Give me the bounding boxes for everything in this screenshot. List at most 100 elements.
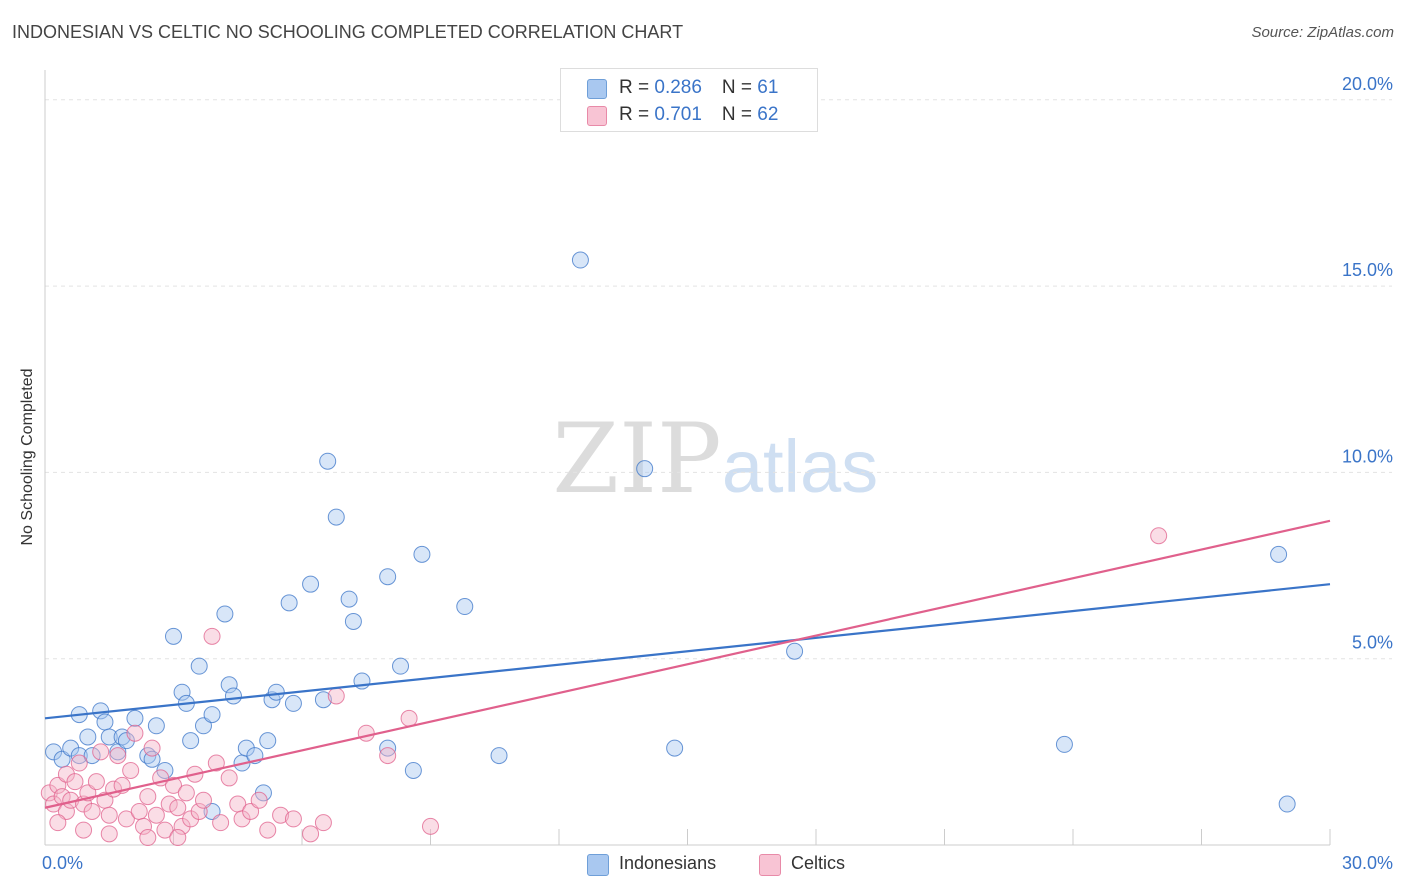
celtics-point bbox=[57, 765, 75, 783]
indonesians-point bbox=[216, 605, 234, 623]
y-tick-label: 5.0% bbox=[1352, 633, 1393, 653]
series-legend: Indonesians Celtics bbox=[0, 852, 1406, 876]
celtics-point bbox=[182, 810, 200, 828]
celtics-trend-line bbox=[44, 519, 1331, 809]
indonesians-point bbox=[280, 594, 298, 612]
celtics-swatch bbox=[759, 854, 781, 876]
grid-layer bbox=[45, 99, 1392, 660]
indonesians-point bbox=[203, 706, 221, 724]
y-tick-label: 20.0% bbox=[1342, 74, 1393, 94]
celtics-point bbox=[190, 802, 208, 820]
celtics-point bbox=[117, 810, 135, 828]
legend-row-text: R = 0.701 N = 62 bbox=[619, 104, 778, 126]
legend-label: Indonesians bbox=[619, 853, 717, 873]
celtics-point bbox=[194, 791, 212, 809]
source-label: Source: ZipAtlas.com bbox=[1251, 24, 1394, 41]
celtics-point bbox=[147, 806, 165, 824]
indonesians-point bbox=[1270, 545, 1288, 563]
indonesians-point bbox=[117, 732, 135, 750]
x-tick-label: 0.0% bbox=[42, 853, 83, 873]
indonesians-point bbox=[379, 568, 397, 586]
indonesians-point bbox=[636, 460, 654, 478]
celtics-point bbox=[400, 709, 418, 727]
celtics-point bbox=[422, 817, 439, 835]
celtics-point bbox=[135, 817, 153, 835]
indonesians-point bbox=[404, 761, 422, 779]
watermark-zip: ZIP bbox=[552, 403, 721, 515]
indonesians-point bbox=[314, 691, 332, 709]
celtics-point bbox=[109, 747, 127, 765]
celtics-point bbox=[272, 806, 290, 824]
celtics-point bbox=[49, 814, 67, 832]
indonesians-point bbox=[182, 732, 200, 750]
correlation-legend: R = 0.286 N = 61 R = 0.701 N = 62 bbox=[560, 68, 818, 132]
y-tick-label: 10.0% bbox=[1342, 446, 1393, 466]
n-label: N = bbox=[721, 104, 758, 125]
axis-layer bbox=[44, 70, 1331, 846]
celtics-point bbox=[220, 769, 238, 787]
indonesians-point bbox=[340, 590, 358, 608]
indonesians-point bbox=[392, 657, 410, 675]
n-value: 62 bbox=[757, 104, 779, 125]
indonesians-point bbox=[190, 657, 208, 675]
indonesians-point bbox=[284, 694, 302, 712]
celtics-point bbox=[83, 802, 101, 820]
celtics-point bbox=[70, 754, 88, 772]
indonesians-point bbox=[259, 732, 277, 750]
celtics-point bbox=[250, 791, 268, 809]
r-label: R = bbox=[619, 77, 655, 98]
indonesians-point bbox=[126, 709, 144, 727]
celtics-point bbox=[212, 814, 230, 832]
celtics-point bbox=[242, 802, 260, 820]
r-value: 0.701 bbox=[654, 104, 702, 125]
indonesians-point bbox=[203, 802, 221, 820]
celtics-point bbox=[357, 724, 375, 742]
celtics-point bbox=[130, 802, 148, 820]
tick-label-layer: 5.0% 10.0% 15.0% 20.0% 0.0% 30.0% bbox=[42, 74, 1393, 873]
y-tick-label: 15.0% bbox=[1342, 260, 1393, 280]
legend-row-text: R = 0.286 N = 61 bbox=[619, 77, 778, 99]
celtics-point bbox=[327, 687, 345, 705]
indonesians-point bbox=[194, 717, 212, 735]
celtics-point bbox=[92, 743, 110, 761]
celtics-point bbox=[259, 821, 277, 839]
indonesians-point bbox=[490, 747, 508, 765]
indonesians-point bbox=[45, 743, 63, 761]
celtics-point bbox=[100, 825, 118, 843]
celtics-point bbox=[139, 829, 157, 847]
celtics-point bbox=[126, 724, 144, 742]
celtics-point bbox=[302, 825, 320, 843]
celtics-point bbox=[379, 747, 397, 765]
indonesians-point bbox=[786, 642, 804, 660]
celtics-point bbox=[122, 761, 140, 779]
celtics-point bbox=[75, 821, 93, 839]
celtics-swatch bbox=[587, 106, 607, 126]
n-label: N = bbox=[721, 77, 758, 98]
celtics-point bbox=[139, 788, 157, 806]
celtics-point bbox=[66, 773, 84, 791]
indonesians-point bbox=[1055, 735, 1073, 753]
celtics-point bbox=[284, 810, 302, 828]
celtics-point bbox=[169, 829, 187, 847]
indonesians-point bbox=[571, 251, 589, 269]
celtics-point bbox=[1150, 527, 1168, 545]
indonesians-point bbox=[147, 717, 165, 735]
celtics-point bbox=[207, 754, 225, 772]
watermark-atlas: atlas bbox=[722, 425, 878, 508]
indonesians-trend-line bbox=[44, 583, 1331, 720]
celtics-point bbox=[100, 806, 118, 824]
celtics-point bbox=[173, 817, 191, 835]
celtics-point bbox=[203, 627, 221, 645]
celtics-point bbox=[87, 773, 105, 791]
indonesians-point bbox=[267, 683, 285, 701]
indonesians-point bbox=[327, 508, 345, 526]
n-value: 61 bbox=[757, 77, 779, 98]
points-layer bbox=[40, 251, 1296, 847]
indonesians-point bbox=[79, 728, 97, 746]
celtics-point bbox=[156, 821, 174, 839]
indonesians-point bbox=[224, 687, 242, 705]
indonesians-point bbox=[237, 739, 255, 757]
celtics-point bbox=[143, 739, 161, 757]
celtics-point bbox=[165, 776, 182, 794]
